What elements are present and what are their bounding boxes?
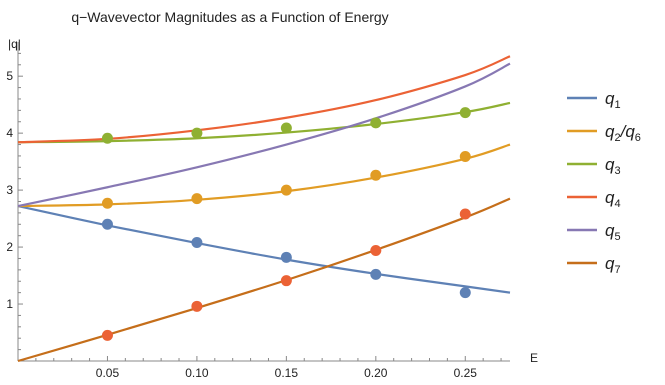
x-tick-label: 0.25	[454, 366, 478, 380]
legend-item-5: q5	[567, 221, 621, 243]
legend: q1 q2/q6 q3 q4 q5 q7	[567, 89, 641, 276]
data-point-2	[101, 197, 113, 209]
data-point-1	[459, 287, 471, 299]
data-point-1	[191, 237, 203, 249]
data-point-4	[370, 244, 382, 256]
legend-label: q1	[605, 89, 621, 111]
data-point-2	[280, 184, 292, 196]
y-tick-label: 3	[6, 183, 13, 197]
y-tick-label: 2	[6, 240, 13, 254]
data-point-4	[459, 208, 471, 220]
series-line-1	[17, 204, 511, 294]
legend-label: q2/q6	[605, 122, 641, 144]
y-axis-label: |q|	[8, 37, 21, 51]
data-point-2	[459, 150, 471, 162]
x-tick-label: 0.15	[275, 366, 299, 380]
chart-title: q−Wavevector Magnitudes as a Function of…	[71, 9, 388, 25]
series-line-2	[17, 143, 511, 208]
data-point-3	[191, 127, 203, 139]
legend-label: q3	[605, 155, 621, 177]
legend-item-2: q2/q6	[567, 122, 641, 144]
data-point-3	[459, 107, 471, 119]
legend-label: q7	[605, 254, 621, 276]
series-line-3	[17, 101, 511, 144]
y-tick-label: 1	[6, 297, 13, 311]
legend-label: q5	[605, 221, 621, 243]
series-line-5	[17, 62, 511, 208]
data-point-1	[101, 218, 113, 230]
data-point-4	[280, 275, 292, 287]
series-points	[101, 107, 471, 341]
x-tick-label: 0.10	[185, 366, 209, 380]
x-tick-label: 0.20	[364, 366, 388, 380]
x-axis-label: E	[530, 351, 538, 365]
series-line-4	[17, 55, 511, 144]
data-point-3	[280, 122, 292, 134]
data-point-3	[370, 117, 382, 129]
data-point-1	[280, 251, 292, 263]
data-point-4	[191, 300, 203, 312]
y-tick-label: 5	[6, 69, 13, 83]
data-point-1	[370, 268, 382, 280]
y-tick-label: 4	[6, 126, 13, 140]
series-curves	[17, 55, 511, 363]
x-tick-label: 0.05	[96, 366, 120, 380]
legend-item-7: q7	[567, 254, 621, 276]
data-point-2	[370, 169, 382, 181]
data-point-3	[101, 132, 113, 144]
data-point-4	[101, 329, 113, 341]
axes: 0.05 0.10 0.15 0.20 0.25 1 2 3 4 5	[6, 42, 510, 380]
legend-item-4: q4	[567, 188, 621, 210]
legend-item-1: q1	[567, 89, 621, 111]
data-point-2	[191, 193, 203, 205]
legend-item-3: q3	[567, 155, 621, 177]
legend-label: q4	[605, 188, 621, 210]
